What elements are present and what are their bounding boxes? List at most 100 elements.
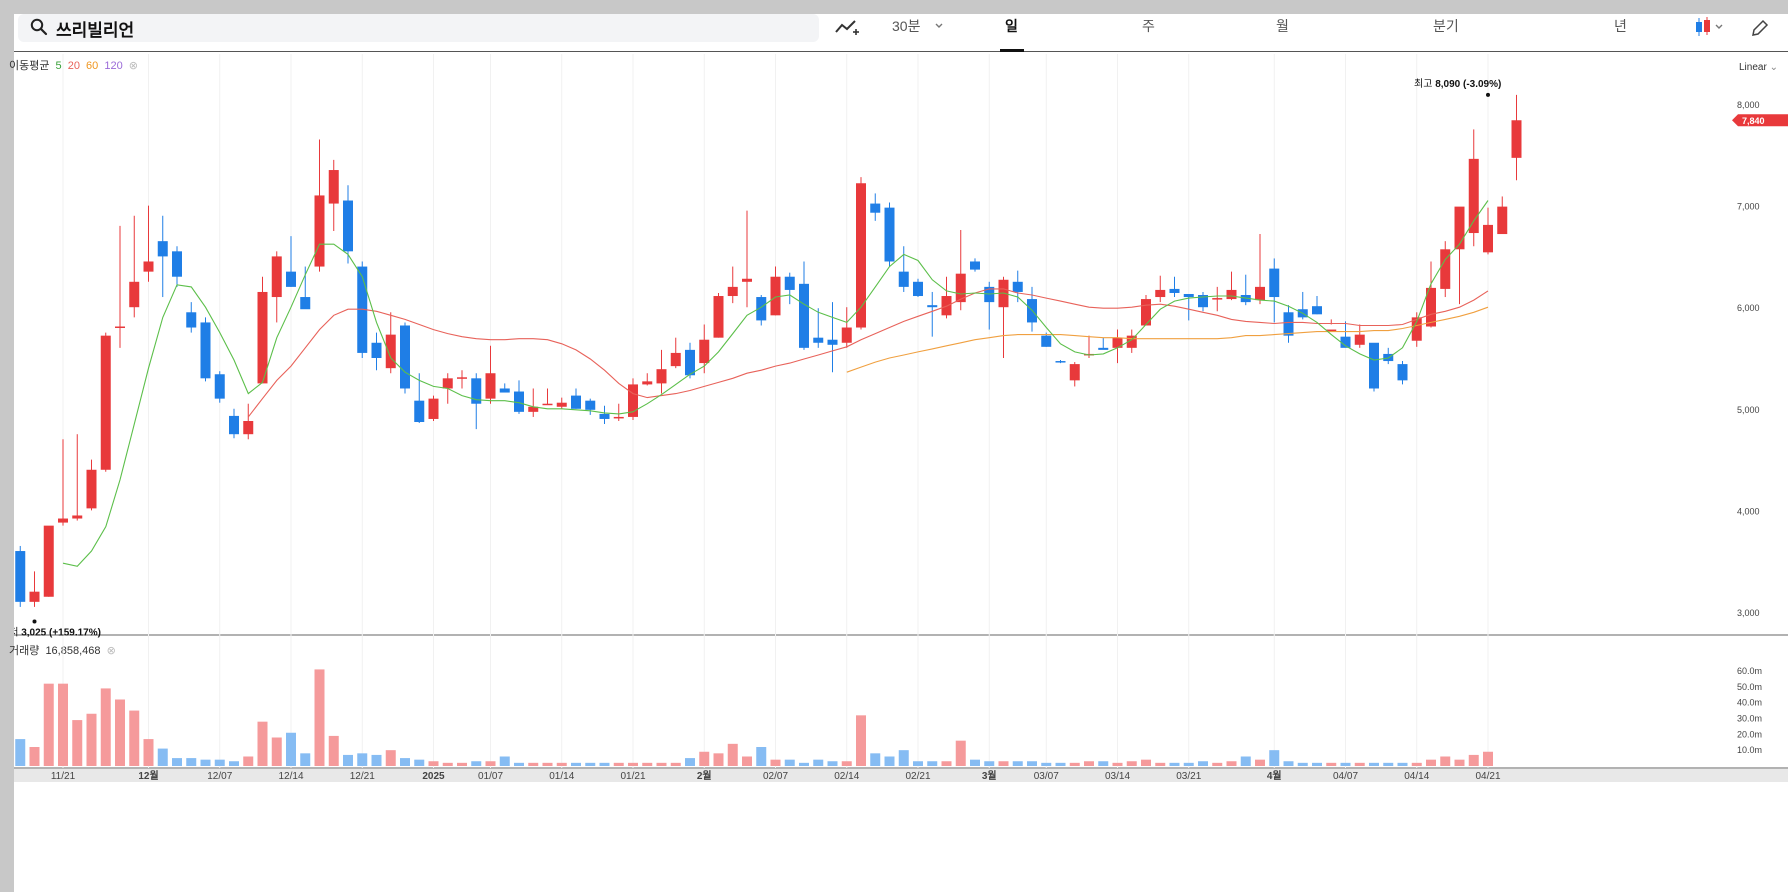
candle-body xyxy=(1326,329,1337,332)
tab-month[interactable]: 월 xyxy=(1276,18,1289,34)
candle-body xyxy=(1069,364,1080,381)
candle-body xyxy=(770,276,781,316)
chart-toolbar: 쓰리빌리언 30분 일 주 월 분기 년 xyxy=(14,14,1788,52)
volume-bar xyxy=(742,756,752,766)
current-price-label: 7,840 xyxy=(1742,116,1765,126)
volume-bar xyxy=(115,699,125,766)
volume-legend-value: 16,858,468 xyxy=(45,645,101,657)
candle-body xyxy=(870,203,881,213)
volume-bar xyxy=(58,683,68,766)
tab-quarter[interactable]: 분기 xyxy=(1433,18,1459,34)
candle-body xyxy=(300,297,311,310)
volume-bar xyxy=(1283,761,1294,766)
candle-body xyxy=(1411,317,1422,341)
volume-bar xyxy=(770,759,781,766)
volume-bar xyxy=(1397,762,1408,766)
ma60-legend: 60 xyxy=(86,60,99,72)
volume-bar xyxy=(898,750,909,766)
volume-bar xyxy=(357,753,368,766)
volume-bar xyxy=(713,753,724,766)
candle-body xyxy=(214,374,225,399)
volume-legend[interactable]: 거래량 16,858,468 ⊗ xyxy=(9,642,119,658)
volume-tick-label: 20.0m xyxy=(1737,729,1762,739)
volume-bar xyxy=(613,762,624,766)
candle-body xyxy=(1283,312,1294,336)
candle-body xyxy=(571,395,581,409)
stock-search-box[interactable]: 쓰리빌리언 xyxy=(18,14,819,42)
volume-bar xyxy=(457,762,467,766)
volume-bar xyxy=(485,761,496,766)
volume-bar xyxy=(1354,762,1365,766)
candle-body xyxy=(727,286,738,297)
volume-bar xyxy=(1255,759,1265,766)
close-icon[interactable]: ⊗ xyxy=(106,645,116,657)
stock-name[interactable]: 쓰리빌리언 xyxy=(56,21,135,40)
pencil-icon[interactable] xyxy=(1750,18,1770,38)
candle-body xyxy=(371,342,382,358)
volume-bar xyxy=(1226,761,1237,766)
ma20-legend: 20 xyxy=(67,60,80,72)
candle-body xyxy=(1511,120,1522,158)
volume-bar xyxy=(271,737,282,766)
candle-body xyxy=(1041,335,1052,347)
ma5-line xyxy=(62,200,1489,567)
candle-body xyxy=(685,349,695,376)
candle-body xyxy=(72,515,83,519)
candle-body xyxy=(1354,334,1365,345)
x-tick-label: 04/21 xyxy=(1475,771,1500,782)
candle-body xyxy=(29,591,40,602)
close-icon[interactable]: ⊗ xyxy=(128,60,138,72)
volume-bar xyxy=(656,762,667,766)
drawing-tool-icon[interactable] xyxy=(834,18,860,38)
interval-select[interactable]: 30분 xyxy=(892,18,921,34)
volume-bar xyxy=(1212,762,1223,766)
volume-bar xyxy=(571,762,581,766)
volume-bar xyxy=(1183,762,1194,766)
volume-bar xyxy=(784,759,795,766)
low-value: 3,025 (+159.17%) xyxy=(21,627,101,638)
price-chart[interactable]: 11/21 12월 12/07 12/14 12/21 2025 01/07 01/14 01/… xyxy=(14,14,1788,892)
candle-body xyxy=(670,352,681,367)
volume-bar xyxy=(499,756,510,766)
volume-bar xyxy=(1012,761,1023,766)
volume-bar xyxy=(642,762,653,766)
volume-bar xyxy=(941,761,952,766)
x-tick-label: 04/14 xyxy=(1404,771,1429,782)
ma5-legend: 5 xyxy=(55,60,62,72)
candle-body xyxy=(1255,286,1265,301)
moving-average-legend[interactable]: 이동평균 5 20 60 120 ⊗ xyxy=(9,57,141,73)
candle-body xyxy=(343,200,353,252)
volume-bar xyxy=(1155,762,1166,766)
x-tick-label: 4월 xyxy=(1267,770,1282,782)
scale-label: Linear xyxy=(1739,62,1767,73)
tab-year[interactable]: 년 xyxy=(1614,18,1627,34)
price-tick-label: 4,000 xyxy=(1737,506,1760,516)
candle-body xyxy=(271,256,282,298)
scale-toggle[interactable]: Linear ⌄ xyxy=(1739,62,1778,73)
chart-window: 쓰리빌리언 30분 일 주 월 분기 년 이동평균 5 20 xyxy=(9,14,1788,892)
candle-body xyxy=(129,281,140,308)
volume-bar xyxy=(984,761,995,766)
candlestick-type-icon[interactable] xyxy=(1694,16,1728,38)
candle-body xyxy=(1126,335,1137,348)
candle-body xyxy=(442,378,453,389)
x-tick-label: 02/14 xyxy=(834,771,859,782)
volume-bar xyxy=(1084,761,1094,766)
volume-tick-label: 10.0m xyxy=(1737,745,1762,755)
volume-bar xyxy=(86,713,97,766)
candle-body xyxy=(328,170,339,204)
chevron-down-icon[interactable] xyxy=(934,22,944,30)
tab-week[interactable]: 주 xyxy=(1142,18,1155,34)
candle-body xyxy=(1012,281,1023,292)
tab-day[interactable]: 일 xyxy=(1005,18,1018,34)
candle-body xyxy=(756,297,767,321)
candle-body xyxy=(100,335,111,470)
volume-bar xyxy=(585,762,596,766)
volume-bar xyxy=(43,683,54,766)
volume-bar xyxy=(471,761,482,766)
candle-body xyxy=(1112,337,1123,348)
candle-body xyxy=(115,326,125,329)
x-tick-label: 01/21 xyxy=(620,771,645,782)
x-tick-label: 03/07 xyxy=(1034,771,1059,782)
candle-body xyxy=(1269,268,1280,298)
